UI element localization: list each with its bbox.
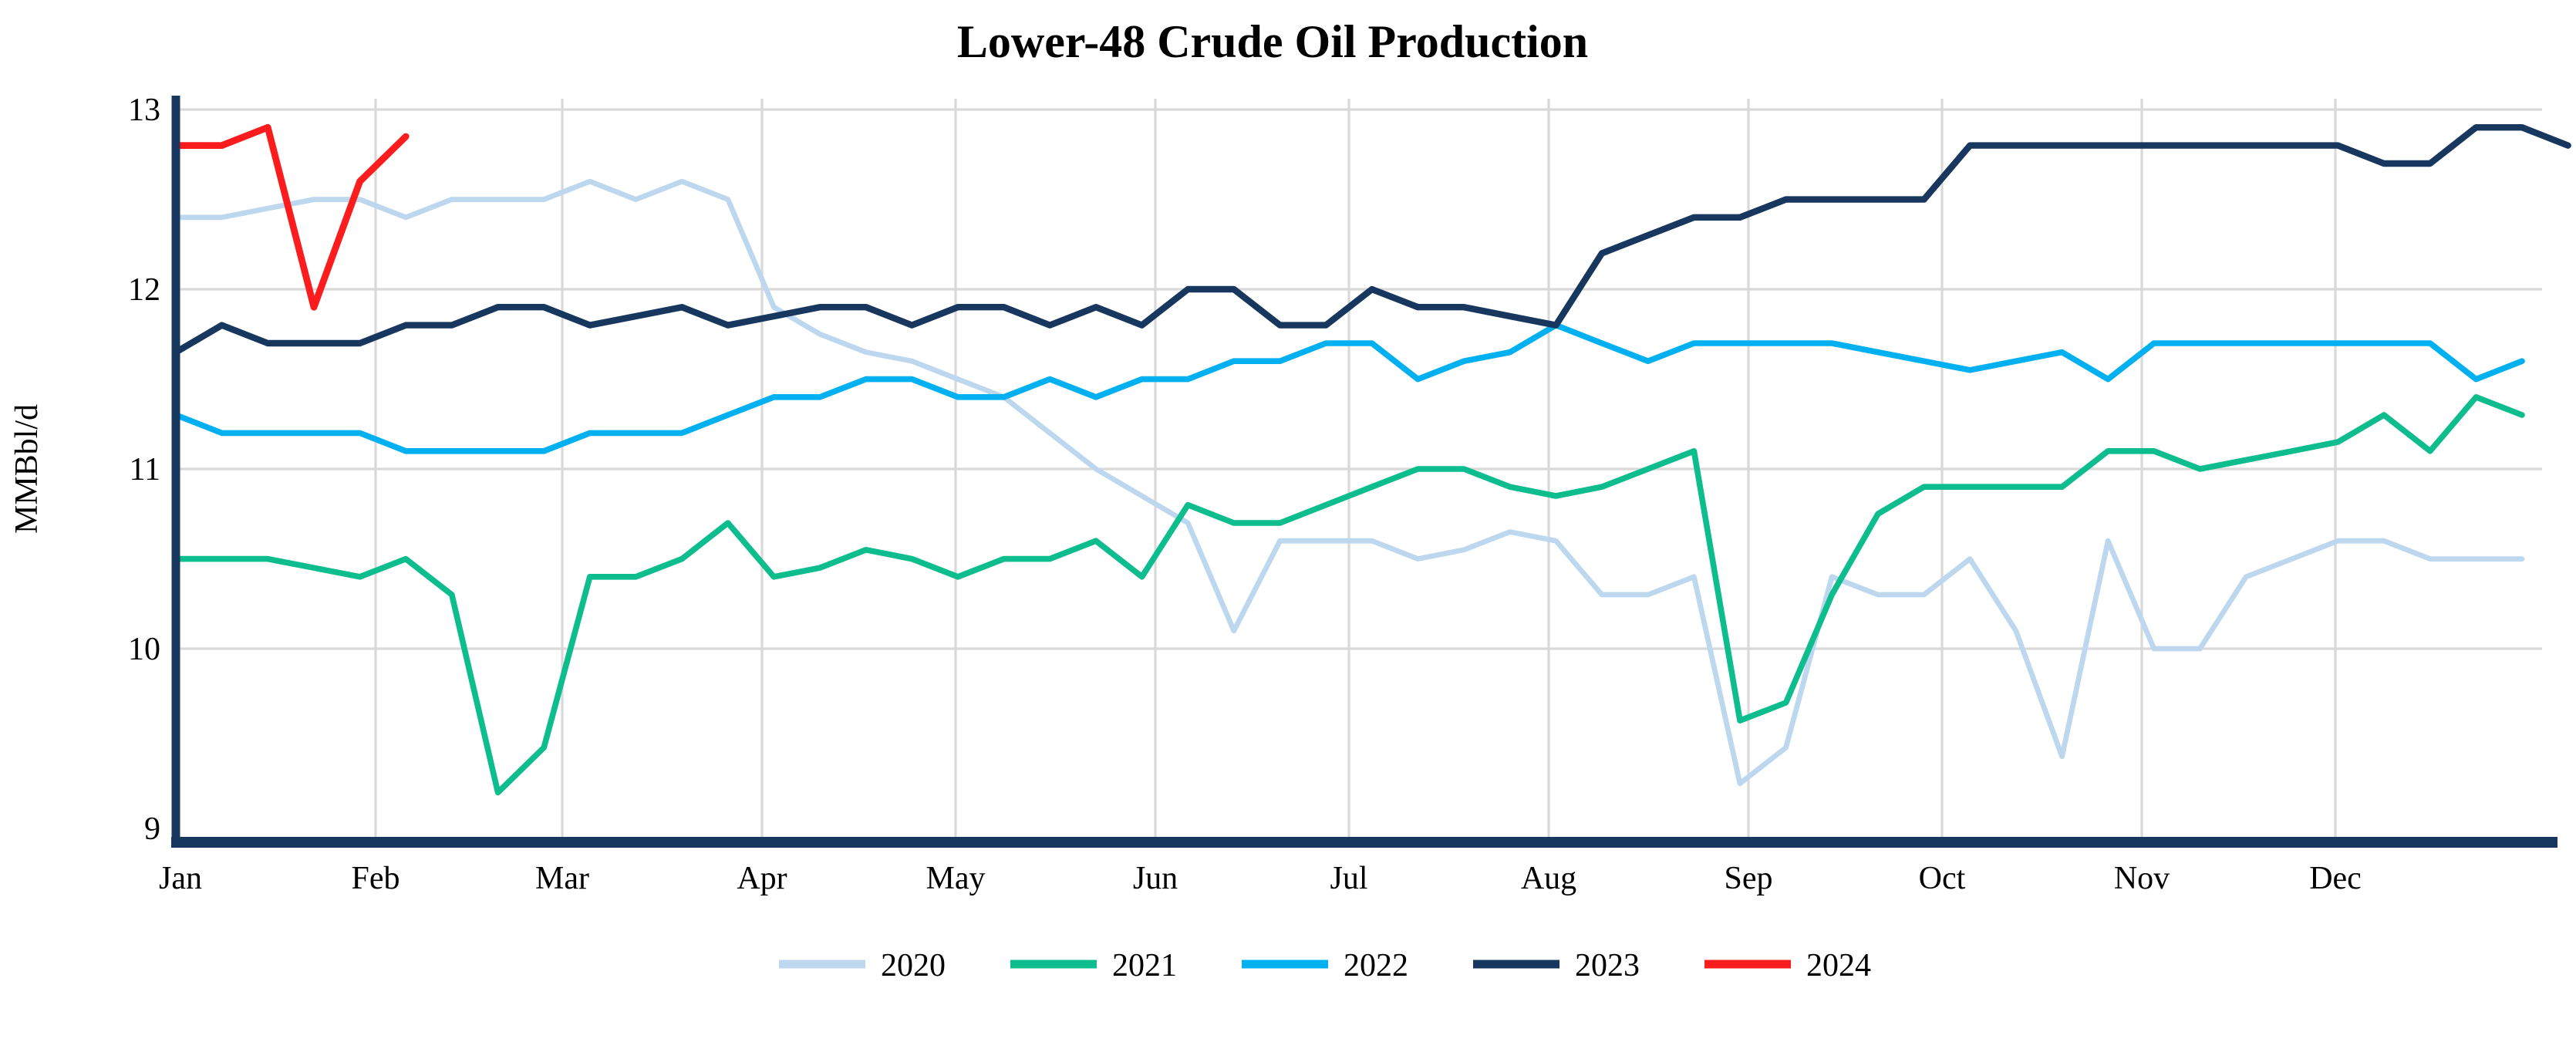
x-tick-feb: Feb (352, 861, 400, 896)
y-tick-labels: 13 12 11 10 9 (128, 93, 160, 847)
y-tick-9: 9 (144, 811, 160, 847)
series-line-2023 (172, 123, 2571, 356)
legend: 2020 2021 2022 2023 2024 (779, 948, 1871, 983)
series-line-2022 (173, 322, 2525, 454)
x-tick-apr: Apr (737, 861, 787, 896)
vertical-gridlines (374, 99, 2337, 838)
y-tick-12: 12 (128, 272, 160, 308)
legend-item-2022: 2022 (1242, 948, 1408, 983)
series-line-2024 (172, 123, 410, 311)
x-tick-nov: Nov (2114, 861, 2170, 896)
series-line-2020 (173, 178, 2525, 787)
x-tick-mar: Mar (535, 861, 589, 896)
legend-item-2021: 2021 (1010, 948, 1177, 983)
x-tick-dec: Dec (2309, 861, 2362, 896)
x-tick-jan: Jan (159, 861, 202, 896)
horizontal-gridlines (176, 108, 2542, 650)
legend-item-2024: 2024 (1704, 948, 1871, 983)
legend-label-2022: 2022 (1344, 948, 1408, 983)
legend-label-2023: 2023 (1575, 948, 1640, 983)
legend-label-2020: 2020 (881, 948, 946, 983)
legend-item-2020: 2020 (779, 948, 946, 983)
x-tick-may: May (926, 861, 986, 896)
y-axis-title: MMBbl/d (9, 404, 45, 534)
y-tick-10: 10 (128, 632, 160, 667)
legend-label-2024: 2024 (1806, 948, 1871, 983)
legend-item-2023: 2023 (1473, 948, 1640, 983)
x-tick-jun: Jun (1133, 861, 1178, 896)
x-tick-aug: Aug (1521, 861, 1576, 896)
x-tick-sep: Sep (1725, 861, 1773, 896)
y-tick-13: 13 (128, 93, 160, 128)
series-line-2021 (173, 393, 2525, 796)
x-tick-labels: Jan Feb Mar Apr May Jun Jul Aug Sep Oct … (159, 861, 2362, 896)
x-tick-oct: Oct (1919, 861, 1966, 896)
legend-label-2021: 2021 (1112, 948, 1177, 983)
chart-title: Lower-48 Crude Oil Production (957, 16, 1588, 67)
x-tick-jul: Jul (1330, 861, 1367, 896)
y-tick-11: 11 (130, 452, 160, 487)
